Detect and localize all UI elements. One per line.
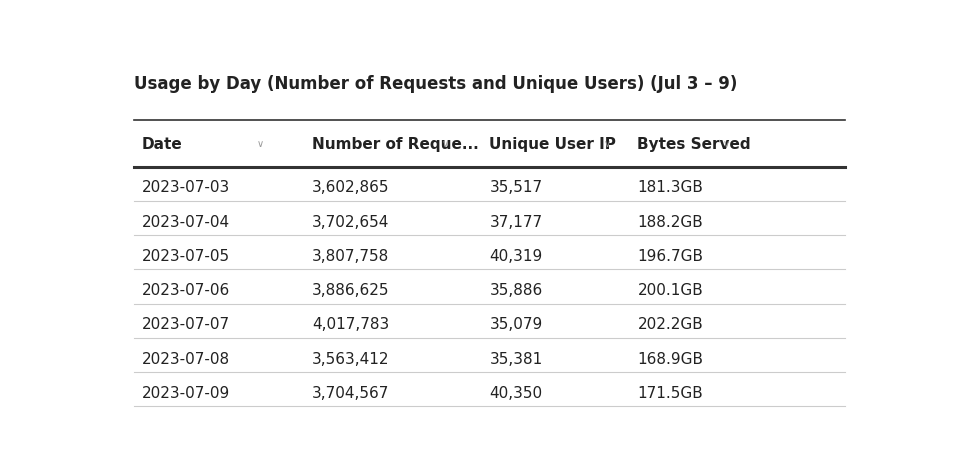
Text: 171.5GB: 171.5GB xyxy=(638,386,703,401)
Text: 35,517: 35,517 xyxy=(489,180,542,195)
Text: ∨: ∨ xyxy=(441,139,449,149)
Text: 2023-07-03: 2023-07-03 xyxy=(141,180,230,195)
Text: Usage by Day (Number of Requests and Unique Users) (Jul 3 – 9): Usage by Day (Number of Requests and Uni… xyxy=(134,75,737,93)
Text: 40,350: 40,350 xyxy=(489,386,542,401)
Text: 35,886: 35,886 xyxy=(489,283,542,298)
Text: 196.7GB: 196.7GB xyxy=(638,249,704,264)
Text: 2023-07-06: 2023-07-06 xyxy=(141,283,230,298)
Text: 3,807,758: 3,807,758 xyxy=(311,249,389,264)
Text: 2023-07-08: 2023-07-08 xyxy=(141,351,230,367)
Text: 2023-07-04: 2023-07-04 xyxy=(141,215,230,229)
Text: 37,177: 37,177 xyxy=(489,215,542,229)
Text: 35,079: 35,079 xyxy=(489,317,542,333)
Text: 3,563,412: 3,563,412 xyxy=(311,351,390,367)
Text: ∨: ∨ xyxy=(723,139,730,149)
Text: 3,602,865: 3,602,865 xyxy=(311,180,390,195)
Text: ∨: ∨ xyxy=(256,139,264,149)
Text: 2023-07-09: 2023-07-09 xyxy=(141,386,230,401)
Text: 3,704,567: 3,704,567 xyxy=(311,386,390,401)
Text: 4,017,783: 4,017,783 xyxy=(311,317,389,333)
Text: 40,319: 40,319 xyxy=(489,249,542,264)
Text: ∨: ∨ xyxy=(605,139,611,149)
Text: Unique User IP: Unique User IP xyxy=(489,137,616,152)
Text: Number of Reque...: Number of Reque... xyxy=(311,137,478,152)
Text: 200.1GB: 200.1GB xyxy=(638,283,703,298)
Text: 2023-07-05: 2023-07-05 xyxy=(141,249,230,264)
Text: 3,702,654: 3,702,654 xyxy=(311,215,390,229)
Text: Date: Date xyxy=(141,137,182,152)
Text: 2023-07-07: 2023-07-07 xyxy=(141,317,230,333)
Text: 181.3GB: 181.3GB xyxy=(638,180,703,195)
Text: 35,381: 35,381 xyxy=(489,351,542,367)
Text: 188.2GB: 188.2GB xyxy=(638,215,703,229)
Text: Bytes Served: Bytes Served xyxy=(638,137,751,152)
Text: 168.9GB: 168.9GB xyxy=(638,351,704,367)
Text: 3,886,625: 3,886,625 xyxy=(311,283,390,298)
Text: 202.2GB: 202.2GB xyxy=(638,317,703,333)
